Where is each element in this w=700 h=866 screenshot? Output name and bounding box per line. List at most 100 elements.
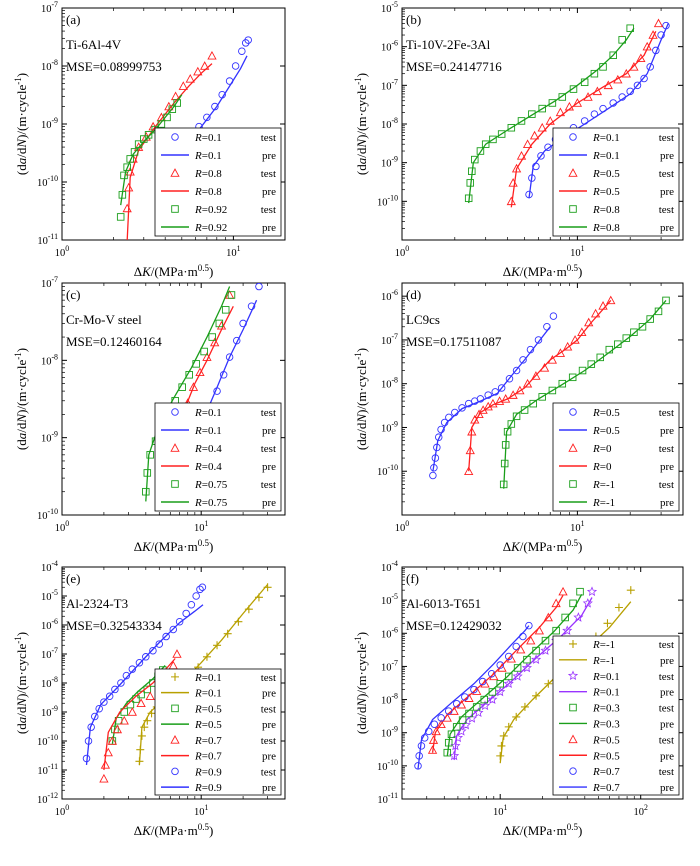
test-point bbox=[512, 412, 521, 421]
y-tick-label: 10-11 bbox=[37, 762, 58, 777]
legend-box bbox=[552, 635, 680, 796]
test-point bbox=[577, 327, 587, 336]
test-point bbox=[592, 86, 603, 96]
legend-kind: test bbox=[659, 639, 674, 651]
test-point bbox=[504, 722, 513, 731]
test-point bbox=[464, 693, 474, 702]
legend-marker bbox=[569, 133, 577, 141]
mse-label: MSE=0.32543334 bbox=[66, 618, 162, 633]
test-point bbox=[512, 671, 523, 681]
mse-label: MSE=0.24147716 bbox=[406, 59, 502, 74]
legend-kind: test bbox=[659, 204, 674, 216]
x-tick-label: 101 bbox=[570, 519, 585, 534]
test-point bbox=[537, 152, 545, 160]
legend-label: R=0.75 bbox=[194, 497, 228, 509]
test-point bbox=[143, 716, 152, 725]
legend-marker bbox=[171, 205, 179, 213]
panel-d: 10-10 10-9 10-8 10-7 10-6 100 101 ΔK/(MPa·m0.5)… bbox=[353, 282, 684, 554]
test-point bbox=[111, 685, 119, 694]
test-point bbox=[107, 736, 118, 745]
test-point bbox=[118, 191, 127, 199]
test-point bbox=[238, 47, 246, 55]
test-point bbox=[470, 685, 478, 694]
test-point bbox=[424, 727, 433, 736]
legend-kind: test bbox=[659, 671, 674, 683]
test-point bbox=[605, 345, 614, 354]
test-point bbox=[590, 110, 599, 118]
legend-label: R=0.5 bbox=[194, 703, 222, 715]
panel-c: 10-10 10-9 10-8 10-7 100 101 ΔK/(MPa·m0.5) (da/… bbox=[13, 275, 286, 554]
legend-kind: pre bbox=[660, 497, 674, 509]
test-point bbox=[497, 130, 506, 138]
test-point bbox=[244, 36, 252, 44]
test-point bbox=[84, 737, 93, 745]
legend-label: R=0.9 bbox=[194, 782, 222, 794]
legend-marker bbox=[568, 443, 578, 452]
legend-kind: pre bbox=[262, 719, 276, 731]
test-point bbox=[662, 21, 670, 30]
test-point bbox=[491, 388, 499, 396]
test-point bbox=[185, 371, 193, 379]
test-point bbox=[192, 592, 200, 600]
y-tick-label: 10-5 bbox=[381, 0, 398, 15]
test-point bbox=[227, 291, 236, 299]
y-tick-label: 10-8 bbox=[41, 675, 58, 690]
test-point bbox=[464, 194, 473, 203]
x-tick-label: 100 bbox=[55, 803, 70, 818]
test-point bbox=[496, 680, 504, 688]
y-tick-label: 10-11 bbox=[37, 232, 58, 247]
test-point bbox=[496, 661, 504, 669]
test-point bbox=[168, 660, 178, 670]
y-tick-label: 10-8 bbox=[381, 692, 398, 707]
y-axis-ticks: 10-12 10-11 10-10 10-9 10-8 10-7 10-6 10-5 10-4 bbox=[37, 559, 285, 806]
test-point bbox=[213, 387, 221, 395]
test-point bbox=[145, 691, 155, 700]
test-point bbox=[506, 196, 516, 206]
test-point bbox=[609, 99, 617, 107]
test-point bbox=[474, 409, 484, 419]
test-point bbox=[263, 583, 272, 592]
test-point bbox=[519, 632, 527, 641]
test-point bbox=[654, 307, 663, 316]
test-point bbox=[211, 102, 219, 111]
plot-frame bbox=[61, 282, 286, 516]
test-point bbox=[137, 731, 146, 740]
test-point bbox=[512, 712, 521, 721]
x-axis-title: ΔK/(MPa·m0.5) bbox=[503, 822, 583, 838]
y-axis-ticks: 10-10 10-9 10-8 10-7 bbox=[37, 275, 285, 522]
test-point bbox=[563, 341, 573, 351]
mse-label: MSE=0.08999753 bbox=[66, 59, 162, 74]
legend-kind: pre bbox=[660, 461, 674, 473]
test-point bbox=[465, 445, 475, 455]
legend-label: R=0.1 bbox=[592, 132, 620, 144]
test-point bbox=[117, 679, 125, 687]
legend-marker bbox=[171, 672, 179, 681]
test-point bbox=[203, 113, 211, 122]
test-point bbox=[103, 747, 113, 757]
test-point bbox=[468, 167, 476, 175]
test-point bbox=[532, 646, 540, 655]
legend-kind: pre bbox=[262, 782, 276, 794]
y-axis-title: (da/dN)/(m·cycle-1) bbox=[13, 73, 29, 175]
prediction-line bbox=[417, 625, 530, 770]
test-point bbox=[657, 31, 665, 39]
legend-label: R=0.1 bbox=[592, 671, 620, 683]
x-axis-ticks: 100 101 bbox=[55, 8, 286, 259]
legend-label: R=0.5 bbox=[592, 734, 620, 746]
test-point bbox=[487, 694, 498, 704]
test-point bbox=[218, 90, 226, 99]
test-point bbox=[568, 373, 577, 382]
test-point bbox=[652, 46, 660, 55]
legend-kind: pre bbox=[262, 461, 276, 473]
test-point bbox=[544, 679, 553, 688]
test-point bbox=[578, 366, 587, 375]
y-tick-label: 10-9 bbox=[381, 419, 398, 434]
test-point bbox=[511, 163, 522, 173]
test-point bbox=[433, 443, 441, 452]
test-point bbox=[105, 692, 114, 700]
test-point bbox=[431, 726, 441, 736]
test-point bbox=[531, 371, 541, 380]
series-r-1 bbox=[499, 296, 670, 489]
legend-kind: test bbox=[261, 132, 276, 144]
